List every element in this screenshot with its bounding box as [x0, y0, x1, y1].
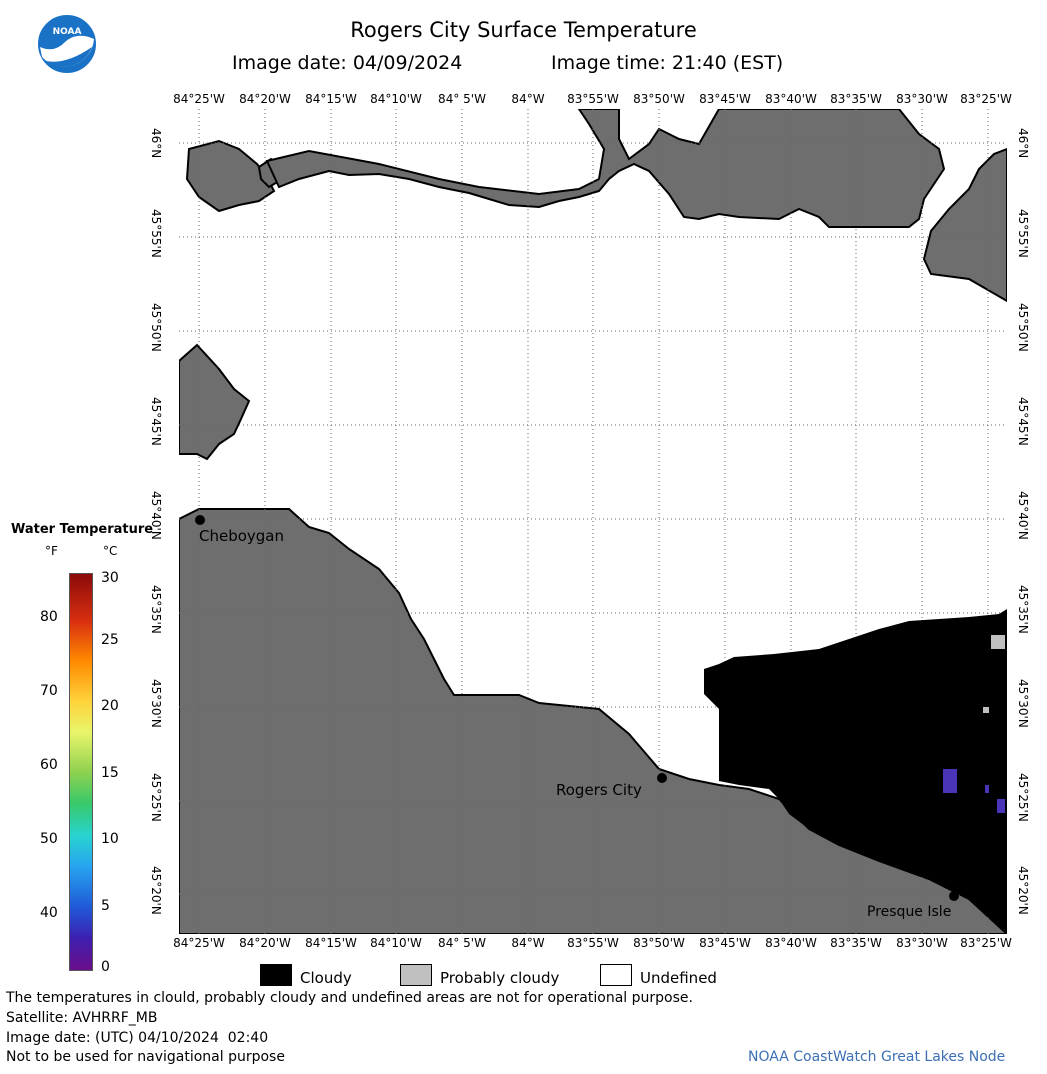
cold-water-patch: [943, 769, 957, 793]
legend-f-tick: 80: [40, 609, 58, 625]
lat-label-right: 45°25'N: [1016, 773, 1030, 822]
lon-label-top: 84°10'W: [370, 92, 422, 106]
lon-label-top: 83°25'W: [960, 92, 1012, 106]
north-shore-strip: [265, 108, 946, 228]
lat-label-right: 45°40'N: [1016, 491, 1030, 540]
lon-label-top: 84°25'W: [173, 92, 225, 106]
lat-label-left: 45°55'N: [149, 209, 163, 258]
credit-text: NOAA CoastWatch Great Lakes Node: [748, 1049, 1006, 1065]
legend-c-tick: 0: [101, 959, 110, 975]
lat-label-right: 45°55'N: [1016, 209, 1030, 258]
lon-label-bottom: 84°25'W: [173, 936, 225, 950]
page-title: Rogers City Surface Temperature: [350, 18, 697, 42]
lon-label-bottom: 83°25'W: [960, 936, 1012, 950]
legend-c-tick: 5: [101, 898, 110, 914]
noaa-logo-text: NOAA: [52, 27, 82, 37]
lon-label-bottom: 84°20'W: [239, 936, 291, 950]
lat-label-left: 45°50'N: [149, 303, 163, 352]
legend-c-tick: 25: [101, 632, 119, 648]
north-shore-land: [185, 139, 276, 213]
cheboygan-marker: [195, 515, 205, 525]
lon-label-bottom: 84°10'W: [370, 936, 422, 950]
lon-label-bottom: 84° 5'W: [438, 936, 486, 950]
graticule: [179, 109, 1007, 934]
lat-label-right: 46°N: [1016, 128, 1030, 159]
legend-unit-f: °F: [45, 544, 58, 558]
temperature-color-bar: [69, 573, 93, 971]
lon-label-top: 84°20'W: [239, 92, 291, 106]
cloudy-swatch: [260, 964, 292, 986]
cloud-region: [704, 609, 1007, 934]
cold-water-patch-2: [997, 799, 1005, 813]
lat-label-left: 45°45'N: [149, 397, 163, 446]
image-time: Image time: 21:40 (EST): [551, 52, 784, 74]
city-label-cheboygan: Cheboygan: [199, 527, 285, 545]
noaa-logo: NOAA: [36, 13, 98, 75]
city-label-rogers-city: Rogers City: [556, 781, 642, 799]
lon-label-bottom: 83°55'W: [567, 936, 619, 950]
lon-label-top: 83°30'W: [896, 92, 948, 106]
lat-label-left: 45°20'N: [149, 866, 163, 915]
lon-label-top: 83°45'W: [699, 92, 751, 106]
east-point-land: [922, 147, 1008, 303]
map-panel: Cheboygan Rogers City Presque Isle: [178, 108, 1010, 935]
undefined-label: Undefined: [640, 969, 717, 987]
presque-isle-marker: [949, 891, 959, 901]
legend-f-tick: 70: [40, 683, 58, 699]
legend-c-tick: 15: [101, 765, 119, 781]
probably-cloudy-swatch: [400, 964, 432, 986]
lat-label-left: 45°35'N: [149, 585, 163, 634]
lat-label-right: 45°30'N: [1016, 679, 1030, 728]
probably-cloudy-patch: [991, 635, 1005, 649]
map-canvas: [178, 108, 1010, 935]
lon-label-bottom: 83°50'W: [633, 936, 685, 950]
satellite-text: Satellite: AVHRRF_MB: [6, 1010, 158, 1026]
probably-cloudy-patch-2: [983, 707, 989, 713]
legend-c-tick: 30: [101, 570, 119, 586]
legend-f-tick: 60: [40, 757, 58, 773]
probably-cloudy-label: Probably cloudy: [440, 969, 560, 987]
legend-f-tick: 50: [40, 831, 58, 847]
legend-c-tick: 10: [101, 831, 119, 847]
lon-label-bottom: 83°40'W: [765, 936, 817, 950]
undefined-swatch: [600, 964, 632, 986]
lat-label-left: 45°30'N: [149, 679, 163, 728]
lat-label-right: 45°35'N: [1016, 585, 1030, 634]
bois-blanc-island: [178, 343, 251, 461]
city-label-presque-isle: Presque Isle: [867, 904, 952, 920]
lat-label-right: 45°45'N: [1016, 397, 1030, 446]
lon-label-bottom: 83°35'W: [830, 936, 882, 950]
legend-f-tick: 40: [40, 905, 58, 921]
legend-title: Water Temperature: [11, 522, 154, 537]
lat-label-right: 45°50'N: [1016, 303, 1030, 352]
lon-label-bottom: 84°15'W: [305, 936, 357, 950]
lon-label-top: 83°35'W: [830, 92, 882, 106]
lon-label-bottom: 83°45'W: [699, 936, 751, 950]
lon-label-top: 84° 5'W: [438, 92, 486, 106]
lon-label-bottom: 84°W: [511, 936, 545, 950]
disclaimer-text: The temperatures in clould, probably clo…: [6, 990, 693, 1006]
lon-label-top: 84°15'W: [305, 92, 357, 106]
utc-date-text: Image date: (UTC) 04/10/2024 02:40: [6, 1030, 269, 1046]
image-date: Image date: 04/09/2024: [232, 52, 463, 74]
legend-c-tick: 20: [101, 698, 119, 714]
lat-label-left: 45°25'N: [149, 773, 163, 822]
lon-label-top: 83°50'W: [633, 92, 685, 106]
legend-unit-c: °C: [103, 544, 118, 558]
lon-label-bottom: 83°30'W: [896, 936, 948, 950]
rogers-city-marker: [657, 773, 667, 783]
lat-label-right: 45°20'N: [1016, 866, 1030, 915]
cloudy-label: Cloudy: [300, 969, 352, 987]
lon-label-top: 83°40'W: [765, 92, 817, 106]
cold-water-patch-3: [985, 785, 989, 793]
navigation-warning: Not to be used for navigational purpose: [6, 1049, 285, 1065]
lat-label-left: 46°N: [149, 128, 163, 159]
lon-label-top: 84°W: [511, 92, 545, 106]
lon-label-top: 83°55'W: [567, 92, 619, 106]
